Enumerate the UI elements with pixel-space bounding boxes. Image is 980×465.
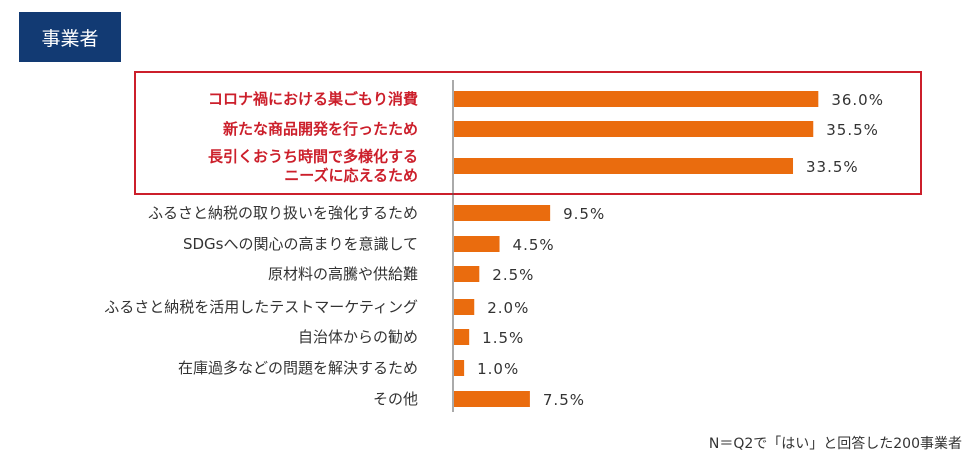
value-label: 1.5% [482,329,524,347]
value-label: 35.5% [826,121,879,139]
category-label: ふるさと納税の取り扱いを強化するため [148,204,418,222]
value-label: 2.5% [492,266,534,284]
header-label: 事業者 [41,27,99,50]
value-label: 36.0% [831,91,884,109]
footnote: N＝Q2で「はい」と回答した200事業者 [708,436,962,452]
bar [454,299,475,315]
category-label: SDGsへの関心の高まりを意識して [183,235,418,253]
bar [454,329,470,345]
header-badge: 事業者 [19,12,121,62]
bar [454,158,794,174]
bar [454,266,480,282]
bar [454,121,814,137]
value-label: 4.5% [513,236,555,254]
value-label: 1.0% [477,360,519,378]
value-label: 33.5% [806,158,859,176]
category-label: 自治体からの勧め [298,328,418,346]
value-label: 9.5% [563,205,605,223]
category-label: ふるさと納税を活用したテストマーケティング [104,298,418,316]
value-label: 7.5% [543,391,585,409]
category-label: 原材料の高騰や供給難 [268,265,418,283]
category-label: コロナ禍における巣ごもり消費 [208,90,418,108]
category-label: 在庫過多などの問題を解決するため [178,359,418,377]
category-label: 長引くおうち時間で多様化するニーズに応えるため [208,148,418,185]
bar [454,391,530,407]
value-label: 2.0% [487,299,529,317]
highlight-box [134,71,922,195]
bar [454,91,819,107]
bar [454,236,500,252]
category-label: その他 [373,390,418,408]
bar [454,360,465,376]
category-label: 新たな商品開発を行ったため [223,120,418,138]
bar [454,205,551,221]
